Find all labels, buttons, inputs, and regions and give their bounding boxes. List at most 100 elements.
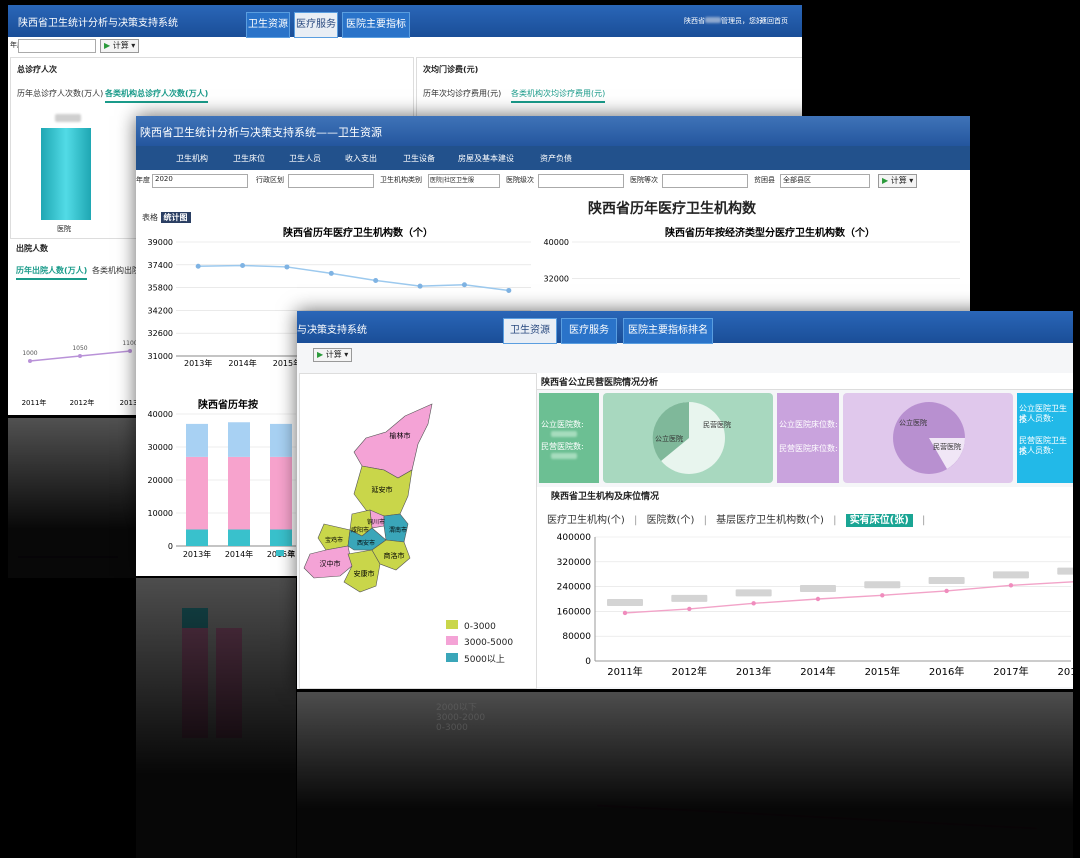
win3-calc-button[interactable]: ▶ 计算 ▾ [313, 348, 353, 362]
filter-area-select[interactable]: 全部县区 [780, 174, 870, 188]
win1-bar-category: 医院 [57, 225, 71, 233]
win1-year-select[interactable] [18, 39, 96, 53]
tab-institutions[interactable]: 医疗卫生机构(个) [547, 515, 625, 526]
blurred-data-label [992, 571, 1029, 579]
y-tick-label: 40000 [544, 238, 569, 247]
filter-grade-select[interactable] [662, 174, 748, 188]
win1-tab-resources[interactable]: 卫生资源 [246, 12, 290, 38]
map-label-ankang: 安康市 [354, 569, 375, 578]
nav-equipment[interactable]: 卫生设备 [403, 154, 435, 163]
win2-view-tabs: 表格 统计图 [142, 212, 191, 224]
win1-discharge-panel: 出院人数 历年出院人数(万人) 各类机构出院 1000 1050 1100 20… [10, 237, 150, 413]
reflection-legend: 2000以下 3000-2000 0-3000 [436, 700, 485, 733]
pie-slice-private [929, 438, 965, 469]
x-tick-label: 2018年 [1058, 665, 1073, 678]
data-point [373, 277, 379, 283]
map-legend-item: 3000-5000 [446, 636, 513, 652]
stacked-bar-segment [228, 422, 250, 457]
map-label-xianyang: 咸阳市 [351, 526, 369, 534]
tab-hospitals[interactable]: 医院数(个) [646, 515, 695, 526]
win3-tab-resources[interactable]: 卫生资源 [503, 318, 557, 344]
data-point [622, 610, 628, 616]
filter-region-label: 行政区划 [256, 176, 284, 184]
map-legend-item: 5000以上 [446, 652, 513, 668]
y-tick-label: 20000 [148, 476, 173, 485]
x-tick-label: 2011年 [607, 665, 642, 678]
nav-income[interactable]: 收入支出 [345, 154, 377, 163]
win3-tab-medical[interactable]: 医疗服务 [561, 318, 617, 344]
win1-tab-ranking[interactable]: 医院主要指标排名 [342, 12, 410, 54]
map-legend: 0-3000 3000-5000 5000以上 [446, 620, 513, 668]
win1-logout-link[interactable]: 返回首页 [760, 17, 788, 25]
win1-left-tab-1[interactable]: 历年总诊疗人次数(万人) [17, 89, 104, 98]
map-region-yanan[interactable] [353, 465, 413, 517]
y-tick-label: 35800 [148, 284, 173, 293]
nav-staff[interactable]: 卫生人员 [289, 154, 321, 163]
chart-bottom-title: 陕西省历年按 [198, 398, 258, 411]
nav-beds[interactable]: 卫生床位 [233, 154, 265, 163]
map-region-shangluo[interactable] [371, 539, 411, 571]
tab-primary[interactable]: 基层医疗卫生机构数(个) [716, 515, 824, 526]
data-point [751, 601, 756, 606]
y-tick-label: 34200 [148, 306, 173, 315]
win3-tab-ranking[interactable]: 医院主要指标排名 [623, 318, 713, 344]
y-tick-label: 400000 [557, 533, 592, 543]
y-tick-label: 32000 [544, 274, 569, 283]
map-label-shangluo: 商洛市 [384, 551, 405, 560]
win1-discharge-tab-2[interactable]: 各类机构出院 [92, 266, 140, 275]
filter-region-select[interactable] [288, 174, 374, 188]
card-staff-count: 公立医院卫生技 术人员数: 民营医院卫生技 术人员数: [1017, 393, 1073, 483]
data-point [240, 263, 246, 269]
win2-main-title: 陕西省历年医疗卫生机构数 [588, 201, 756, 217]
win1-year-2: 2013年 [120, 398, 145, 407]
x-tick-label: 2017年 [993, 665, 1028, 678]
win1-tab-medical[interactable]: 医疗服务 [294, 12, 338, 38]
win1-year-1: 2012年 [70, 398, 95, 407]
win1-right-tab-1[interactable]: 历年次均诊疗费用(元) [423, 89, 502, 98]
win1-left-tab-2[interactable]: 各类机构总诊疗人次数(万人) [105, 88, 209, 103]
filter-orgtype-label: 卫生机构类别 [380, 176, 422, 184]
data-point [815, 596, 821, 602]
win2-reflection [136, 578, 296, 858]
nav-buildings[interactable]: 房屋及基本建设 [458, 154, 514, 163]
data-point [195, 263, 201, 269]
blurred-data-label [1057, 567, 1073, 575]
y-tick-label: 80000 [562, 632, 591, 642]
tab-beds[interactable]: 实有床位(张) [845, 514, 913, 527]
y-tick-label: 10000 [148, 509, 173, 518]
nav-assets[interactable]: 资产负债 [540, 154, 572, 163]
y-tick-label: 0 [168, 542, 173, 551]
shaanxi-map: 榆林市 延安市 铜川市 渭南市 宝鸡市 咸阳市 西安市 汉中市 安康市 商洛市 [303, 403, 433, 593]
y-tick-label: 240000 [557, 583, 592, 593]
win2-calc-button[interactable]: ▶ 计算 ▾ [878, 174, 918, 188]
win1-reflection [8, 418, 138, 578]
win1-year-0: 2011年 [22, 398, 47, 407]
data-point [944, 588, 949, 594]
win2-stacked-chart: 陕西省历年按 0100002000030000400002013年2014年20… [148, 398, 296, 559]
filter-level-select[interactable] [538, 174, 624, 188]
x-tick-label: 2014年 [225, 549, 253, 559]
map-label-baoji: 宝鸡市 [325, 536, 343, 544]
win1-discharge-tab-1[interactable]: 历年出院人数(万人) [16, 265, 88, 280]
x-tick-label: 2012年 [672, 665, 707, 678]
x-tick-label: 2013年 [183, 549, 211, 559]
reflection-legend-item: 3000-2000 [436, 713, 486, 723]
nav-org[interactable]: 卫生机构 [176, 154, 208, 163]
win1-right-tab-2[interactable]: 各类机构次均诊疗费用(元) [511, 88, 606, 103]
reflection-legend-item: 0-3000 [436, 723, 468, 733]
win1-discharge-label-2: 1100 [122, 340, 137, 347]
tab-table[interactable]: 表格 [142, 213, 158, 222]
data-point [461, 282, 467, 288]
filter-orgtype-select[interactable]: 医院|社区卫生服 [428, 174, 500, 188]
tab-chart[interactable]: 统计图 [160, 212, 191, 223]
win1-calc-button[interactable]: ▶ 计算 ▾ [100, 39, 140, 53]
y-tick-label: 37400 [148, 261, 173, 270]
filter-level-label: 医院级次 [506, 176, 534, 184]
win1-title: 陕西省卫生统计分析与决策支持系统 [18, 18, 178, 29]
map-region-hanzhong[interactable] [303, 545, 353, 579]
x-tick-label: 2014年 [800, 665, 835, 678]
filter-year-select[interactable]: 2020 [152, 174, 248, 188]
pie-bed-count: 公立医院 民营医院 [893, 402, 965, 474]
reflection-legend-item: 2000以下 [436, 703, 477, 713]
data-point [1008, 583, 1014, 588]
